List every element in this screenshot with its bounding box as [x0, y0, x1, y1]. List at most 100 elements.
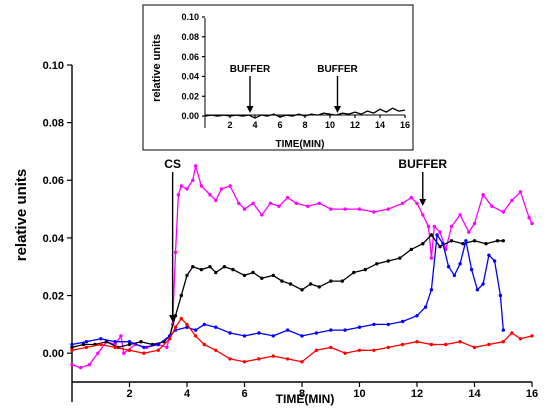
main-series-point	[271, 354, 275, 358]
main-series-point	[475, 288, 480, 292]
main-series-point	[340, 279, 344, 283]
main-series-point	[179, 184, 183, 188]
main-series-point	[199, 267, 204, 272]
main-series-point	[458, 340, 462, 344]
main-series-point	[257, 357, 261, 361]
main-series-point	[495, 239, 500, 243]
main-series-point	[193, 164, 198, 168]
main-series-point	[228, 184, 232, 188]
main-y-tick-label: 0.02	[43, 290, 64, 302]
inset-x-tick-label: 10	[325, 120, 335, 130]
main-series-point	[285, 357, 290, 361]
main-series-point	[242, 207, 247, 211]
inset-series	[204, 107, 406, 119]
inset-x-tick-label: 8	[302, 120, 307, 130]
main-series-point	[285, 195, 290, 200]
main-series-point	[438, 230, 442, 234]
main-series-point	[452, 273, 457, 278]
main-series-point	[400, 342, 405, 347]
main-series-point	[458, 213, 462, 217]
main-series-point	[306, 204, 310, 208]
main-series-point	[386, 322, 390, 327]
main-series-point	[176, 193, 181, 197]
main-x-tick-label: 2	[126, 388, 132, 400]
main-series-point	[168, 337, 172, 341]
main-series-point	[472, 239, 477, 243]
main-series-point	[415, 201, 419, 205]
main-series-line	[71, 234, 504, 349]
main-series-point	[372, 348, 376, 352]
main-series-point	[441, 242, 445, 246]
inset-ticks: 2 4 6 8 10 12 14 16 0.00 0.02 0.04 0.06 0.08 0.10	[181, 12, 410, 130]
main-series-point	[242, 360, 247, 364]
main-series-point	[423, 305, 428, 309]
inset-frame	[142, 4, 414, 151]
main-series-point	[400, 319, 405, 324]
main-series-point	[214, 198, 218, 203]
main-series-point	[127, 348, 132, 352]
main-series-point	[487, 342, 491, 347]
main-series-point	[372, 210, 376, 214]
main-series-point	[156, 348, 160, 352]
main-series-point	[490, 204, 494, 208]
main-series-point	[518, 337, 523, 341]
main-series-point	[84, 345, 89, 350]
main-series-point	[280, 279, 284, 283]
inset-annotation-arrowhead	[246, 106, 254, 113]
main-series-point	[193, 334, 198, 338]
main-series-point	[415, 340, 419, 344]
inset-x-tick-label: 6	[277, 120, 282, 130]
main-series-point	[127, 342, 132, 347]
main-series-point	[501, 328, 505, 332]
main-series-point	[444, 342, 448, 347]
main-series-point	[113, 340, 117, 344]
main-series-point	[352, 270, 356, 275]
main-series-point	[421, 242, 425, 246]
main-series-point	[498, 293, 503, 298]
main-series	[70, 164, 534, 370]
inset-y-tick-label: 0.04	[181, 72, 199, 82]
main-x-tick-label: 14	[468, 388, 481, 400]
main-series-point	[179, 293, 183, 298]
main-series-point	[231, 267, 235, 272]
main-series-point	[70, 348, 74, 352]
main-series-point	[277, 204, 281, 208]
main-series-point	[99, 337, 103, 341]
main-series-point	[78, 365, 83, 370]
main-series-point	[237, 201, 241, 205]
inset-y-tick-label: 0.06	[181, 52, 199, 62]
inset-annotation-label: BUFFER	[230, 64, 271, 75]
inset-annotations: BUFFER BUFFER	[230, 64, 359, 113]
inset-x-axis-label: TIME(MIN)	[276, 139, 325, 150]
main-y-tick-label: 0.10	[43, 60, 64, 72]
main-series-point	[214, 348, 218, 352]
main-series-point	[99, 342, 103, 347]
main-series-point	[421, 213, 425, 217]
main-series-point	[173, 325, 178, 329]
main-series-point	[294, 201, 298, 205]
main-annotation-arrowhead	[419, 199, 427, 206]
inset-x-tick-label: 14	[375, 120, 385, 130]
main-series-point	[142, 345, 146, 350]
main-series-point	[435, 233, 439, 237]
main-series-point	[185, 322, 189, 327]
main-series-point	[501, 210, 505, 214]
main-x-tick-label: 6	[241, 388, 247, 400]
main-series-point	[372, 322, 376, 327]
main-series-point	[386, 207, 390, 211]
main-series-point	[308, 282, 313, 286]
main-series-point	[214, 325, 218, 329]
main-series-point	[228, 331, 232, 335]
main-ticks: 2 4 6 8 10 12 14 16 0.00 0.02 0.04 0.06 0.08 0.10	[43, 60, 539, 400]
main-series-point	[469, 267, 474, 272]
main-series-point	[343, 328, 347, 332]
main-series-point	[357, 348, 362, 352]
main-series-point	[202, 322, 206, 327]
main-annotation-arrowhead	[169, 315, 177, 322]
inset-y-tick-label: 0.02	[181, 91, 199, 101]
main-series-point	[242, 273, 247, 278]
main-series-point	[271, 334, 275, 338]
main-series-point	[81, 342, 86, 347]
main-series-point	[530, 334, 534, 338]
main-series-point	[260, 213, 264, 217]
